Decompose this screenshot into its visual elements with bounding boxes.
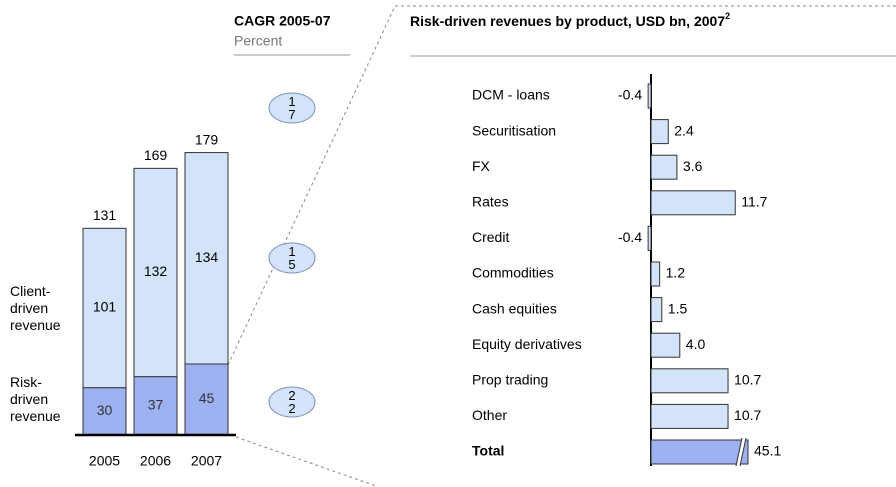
value-label: 3.6 [683, 158, 703, 174]
axis-break [735, 437, 743, 467]
segment-label: 101 [93, 299, 117, 315]
bar [650, 403, 729, 429]
bar-segment [133, 167, 178, 378]
cagr-unit: Percent [234, 33, 282, 49]
bar-segment [133, 376, 178, 436]
cagr-value: 15 [288, 244, 296, 272]
bar-segment [82, 387, 127, 436]
axis-break [739, 437, 747, 467]
bar [650, 332, 681, 358]
bar-segment [184, 363, 229, 436]
value-label: -0.4 [618, 229, 642, 245]
segment-label: 132 [144, 263, 168, 279]
total-label: 169 [144, 147, 168, 163]
bar [647, 225, 652, 251]
category-label: Equity derivatives [472, 336, 582, 352]
bar [650, 439, 749, 465]
title-footnote: 2 [725, 11, 730, 21]
title-text: Risk-driven revenues by product, USD bn,… [410, 13, 725, 29]
bar-segment [184, 152, 229, 365]
cagr-bubble [268, 92, 316, 124]
x-tick-label: 2005 [89, 453, 120, 469]
bar [650, 119, 669, 145]
value-label: 4.0 [686, 336, 706, 352]
chart-title: Risk-driven revenues by product, USD bn,… [410, 11, 730, 28]
category-label: Rates [472, 194, 509, 210]
cagr-title: CAGR 2005-07 [234, 13, 331, 29]
value-label: 10.7 [734, 372, 761, 388]
value-label: 1.2 [666, 265, 686, 281]
category-label: DCM - loans [472, 87, 550, 103]
segment-label: 30 [97, 402, 113, 418]
bar [650, 297, 663, 323]
value-label: -0.4 [618, 87, 642, 103]
bar [650, 368, 729, 394]
category-label: Credit [472, 229, 509, 245]
value-label: 10.7 [734, 407, 761, 423]
category-label: Cash equities [472, 300, 557, 316]
value-label: 2.4 [674, 122, 694, 138]
axis-break [736, 437, 746, 467]
value-label: 11.7 [741, 194, 767, 210]
bar [650, 190, 736, 216]
total-label: 179 [195, 131, 219, 147]
x-tick-label: 2007 [191, 453, 222, 469]
category-label: Securitisation [472, 122, 556, 138]
bar [650, 154, 678, 180]
cagr-bubble [268, 242, 316, 274]
value-label: 1.5 [668, 300, 688, 316]
category-label: Other [472, 407, 507, 423]
bar-segment [82, 227, 127, 389]
value-label: 45.1 [754, 443, 781, 459]
zoom-line [235, 436, 377, 487]
category-label: Prop trading [472, 372, 548, 388]
zoom-line [227, 5, 396, 366]
category-label: Total [472, 443, 504, 459]
cagr-value: 17 [288, 94, 296, 122]
legend-label: Client-driven revenue [10, 283, 61, 333]
bar [647, 83, 652, 109]
segment-label: 45 [199, 390, 215, 406]
total-label: 131 [93, 207, 117, 223]
category-label: Commodities [472, 265, 554, 281]
segment-label: 37 [148, 397, 164, 413]
cagr-bubble [268, 386, 316, 418]
category-label: FX [472, 158, 491, 174]
cagr-value: 22 [288, 388, 296, 416]
x-tick-label: 2006 [140, 453, 171, 469]
bar [650, 261, 661, 287]
segment-label: 134 [195, 249, 219, 265]
legend-label: Risk-driven revenue [10, 374, 61, 424]
